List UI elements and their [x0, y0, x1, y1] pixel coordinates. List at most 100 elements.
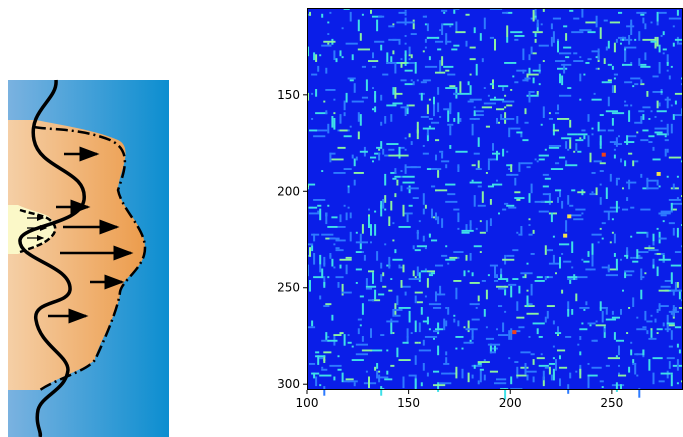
heatmap-cell [526, 312, 539, 315]
heatmap-cell [656, 36, 659, 47]
heatmap-cell [666, 69, 669, 72]
heatmap-cell [343, 112, 346, 117]
heatmap-cell [392, 309, 395, 317]
heatmap-cell [520, 226, 523, 236]
heatmap-cell [400, 146, 405, 149]
heatmap-cell [587, 251, 590, 257]
heatmap-cell [622, 289, 624, 292]
heatmap-cell [624, 272, 627, 279]
heatmap-cell [469, 253, 472, 261]
heatmap-cell [650, 110, 653, 113]
heatmap-cell [552, 129, 559, 132]
heatmap-cell [528, 303, 533, 306]
heatmap-cell [561, 253, 564, 255]
heatmap-cell [477, 380, 480, 385]
heatmap-cell [595, 320, 598, 323]
heatmap-cell [666, 62, 669, 66]
heatmap-cell [591, 191, 594, 194]
heatmap-cell [654, 116, 657, 118]
heatmap-cell [506, 25, 509, 37]
heatmap-cell [664, 135, 667, 138]
heatmap-cell [666, 123, 669, 136]
heatmap-cell [658, 44, 661, 53]
heatmap-cell [307, 326, 316, 329]
heatmap-cell [370, 349, 383, 352]
heatmap-cell [420, 116, 429, 118]
heatmap-cell [579, 137, 582, 140]
heatmap-cell [457, 212, 460, 223]
heatmap-cell [469, 98, 482, 101]
heatmap-cell [640, 116, 643, 124]
heatmap-cell [555, 112, 560, 115]
heatmap-cell [561, 289, 564, 294]
heatmap-cell [664, 139, 669, 142]
heatmap-cell [321, 233, 334, 236]
heatmap-cell [640, 289, 643, 300]
heatmap-cell [632, 359, 635, 363]
heatmap-cell [315, 355, 326, 358]
heatmap-cell [581, 8, 584, 18]
heatmap-cell [433, 330, 440, 333]
heatmap-cell [542, 185, 549, 188]
heatmap-cell [532, 77, 535, 84]
heatmap-cell [599, 146, 602, 149]
heatmap-cell [353, 158, 356, 167]
heatmap-cell [662, 52, 665, 55]
heatmap-cell [540, 123, 543, 126]
heatmap-cell [315, 376, 318, 387]
heatmap-cell [333, 118, 336, 130]
heatmap-cell [589, 152, 592, 163]
heatmap-cell [591, 366, 602, 369]
heatmap-cell [658, 305, 669, 307]
heatmap-cell [353, 382, 356, 387]
heatmap-cell [632, 85, 635, 88]
heatmap-cell [461, 229, 474, 232]
heatmap-cell [374, 106, 377, 113]
heatmap-cell [502, 258, 515, 261]
heatmap-cell [656, 100, 659, 109]
heatmap-cell [449, 25, 452, 28]
heatmap-cell [309, 206, 318, 209]
heatmap-cell [670, 330, 673, 340]
heatmap-cell [368, 208, 370, 211]
heatmap-cell [459, 118, 462, 122]
heatmap-cell [518, 285, 521, 294]
heatmap-cell [392, 38, 397, 41]
heatmap-cell [601, 266, 608, 269]
heatmap-cell [632, 260, 639, 263]
heatmap-cell [414, 378, 417, 390]
heatmap-cell [528, 336, 531, 338]
heatmap-cell [626, 332, 629, 334]
heatmap-cell [384, 208, 387, 211]
heatmap-cell [676, 175, 679, 178]
heatmap-cell [355, 353, 368, 356]
heatmap-cell [406, 328, 409, 338]
heatmap-cell [311, 92, 314, 95]
heatmap-cell [496, 285, 509, 288]
heatmap-cell [309, 280, 311, 292]
heatmap-cell [601, 310, 604, 323]
heatmap-cell [394, 63, 397, 74]
heatmap-cell [672, 42, 675, 47]
heatmap-cell [522, 69, 525, 74]
heatmap-cell [658, 102, 661, 107]
heatmap-cell [388, 154, 401, 157]
heatmap-cell [632, 363, 637, 365]
heatmap-cell [628, 110, 631, 122]
heatmap-cell [390, 56, 393, 64]
heatmap-cell [461, 347, 464, 350]
heatmap-cell [374, 210, 377, 213]
jet-region [8, 120, 145, 390]
heatmap-cell [441, 9, 448, 12]
heatmap-cell [672, 114, 675, 120]
heatmap-cell [613, 154, 616, 159]
heatmap-cell [542, 8, 545, 12]
heatmap-cell [443, 108, 452, 111]
heatmap-cell [404, 35, 407, 37]
heatmap-cell [443, 23, 454, 26]
heatmap-cell [355, 231, 358, 234]
heatmap-cell [526, 295, 529, 308]
heatmap-cell [433, 96, 435, 105]
heatmap-cell [520, 351, 531, 354]
heatmap-cell [404, 42, 407, 45]
